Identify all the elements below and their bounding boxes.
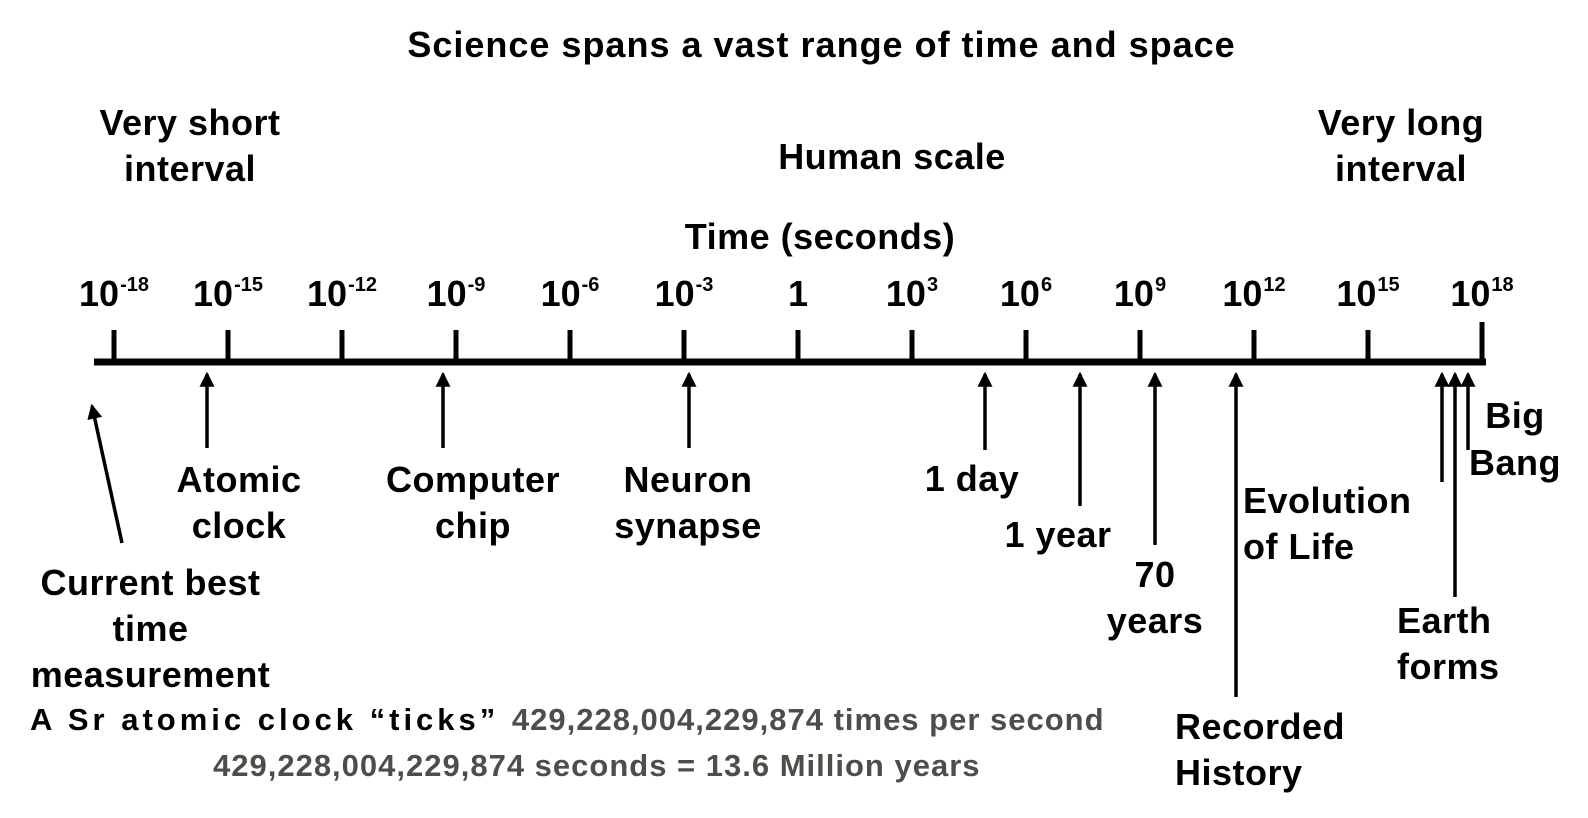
axis-tick-label: 10-12 bbox=[307, 273, 377, 314]
computer-chip-label: Computer chip bbox=[386, 459, 560, 546]
axis-tick-label: 10-9 bbox=[426, 273, 486, 314]
footnote-line1-gray: 429,228,004,229,874 times per second bbox=[511, 702, 1105, 737]
page-title: Science spans a vast range of time and s… bbox=[407, 24, 1236, 65]
one-day-label: 1 day bbox=[924, 458, 1020, 499]
atomic-clock-label: Atomic clock bbox=[176, 459, 302, 546]
axis-ticks bbox=[111, 322, 1485, 365]
earth-forms-label: Earth forms bbox=[1397, 600, 1500, 687]
axis-tick-label: 1018 bbox=[1450, 273, 1514, 314]
one-year-label: 1 year bbox=[1004, 514, 1112, 555]
axis-title: Time (seconds) bbox=[684, 216, 956, 257]
footnote-line1: A Sr atomic clock “ticks” 429,228,004,22… bbox=[30, 702, 1105, 738]
axis-tick-label: 109 bbox=[1113, 273, 1167, 314]
axis-tick-label: 103 bbox=[885, 273, 939, 314]
human-scale-label: Human scale bbox=[778, 136, 1006, 177]
axis-tick-label: 10-3 bbox=[654, 273, 714, 314]
footnote-line1-black: A Sr atomic clock “ticks” bbox=[30, 702, 512, 737]
axis-tick-label: 10-18 bbox=[79, 273, 149, 314]
neuron-synapse-label: Neuron synapse bbox=[614, 459, 762, 546]
axis-tick-label: 106 bbox=[999, 273, 1053, 314]
axis-tick-label: 10-15 bbox=[193, 273, 263, 314]
evolution-of-life-label: Evolution of Life bbox=[1243, 480, 1412, 567]
current-best-time-measurement-label: Current best time measurement bbox=[30, 562, 271, 695]
very-short-interval-label: Very short interval bbox=[99, 102, 281, 189]
very-long-interval-label: Very long interval bbox=[1317, 102, 1485, 189]
axis-tick-label: 1015 bbox=[1336, 273, 1400, 314]
big-bang-label: Big Bang bbox=[1469, 395, 1561, 483]
recorded-history-label: Recorded History bbox=[1175, 706, 1346, 793]
axis-tick-label: 1012 bbox=[1222, 273, 1286, 314]
axis-tick-label: 1 bbox=[787, 273, 809, 314]
arrow-current-best bbox=[87, 403, 124, 544]
footnote-line2: 429,228,004,229,874 seconds = 13.6 Milli… bbox=[213, 748, 981, 783]
seventy-years-label: 70 years bbox=[1106, 554, 1204, 641]
annotation-arrows bbox=[87, 371, 1476, 697]
axis-tick-label: 10-6 bbox=[540, 273, 600, 314]
